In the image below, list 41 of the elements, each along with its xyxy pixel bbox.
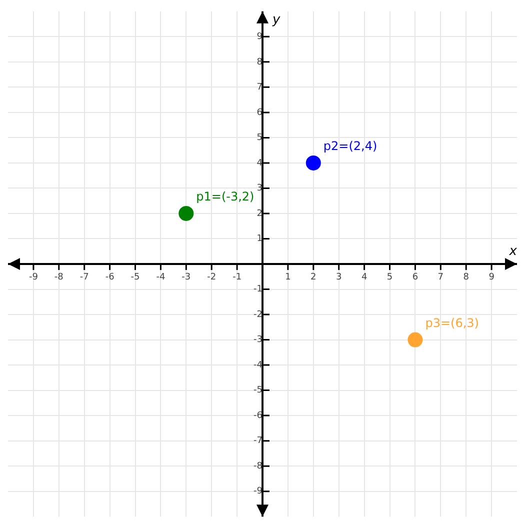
y-tick-label: 7: [256, 82, 262, 93]
series-label: p3=(6,3): [425, 316, 479, 330]
x-tick-label: 7: [438, 272, 444, 283]
x-tick-label: 4: [361, 272, 368, 283]
x-tick-label: -8: [54, 272, 64, 283]
y-tick-label: -7: [254, 436, 262, 446]
x-tick-label: 1: [285, 272, 291, 283]
y-tick-label: 2: [256, 208, 262, 219]
x-tick-label: 9: [488, 272, 495, 283]
series-label: p1=(-3,2): [196, 190, 254, 204]
x-tick-label: 3: [336, 272, 342, 283]
x-tick-label: -2: [207, 272, 216, 283]
x-tick-label: 8: [463, 272, 470, 283]
x-tick-label: -3: [182, 272, 191, 283]
series-label: p2=(2,4): [323, 139, 378, 154]
y-tick-label: 3: [256, 184, 262, 194]
y-tick-label: 4: [256, 158, 263, 168]
y-axis-title: y: [272, 12, 280, 28]
y-tick-label: -8: [254, 461, 263, 472]
y-tick-label: -2: [254, 310, 262, 320]
x-tick-label: -5: [130, 272, 140, 283]
y-tick-label: -6: [254, 410, 263, 421]
x-axis-title: x: [508, 244, 518, 259]
x-tick-label: -9: [28, 272, 38, 283]
y-tick-label: 8: [256, 57, 263, 68]
x-tick-label: -6: [105, 272, 115, 283]
point: [408, 332, 423, 348]
x-tick-label: 5: [386, 272, 393, 283]
x-tick-label: -4: [156, 272, 166, 283]
y-tick-label: 1: [256, 234, 262, 244]
y-tick-label: -5: [254, 386, 262, 396]
point: [306, 155, 321, 170]
point: [178, 206, 194, 221]
y-tick-label: -1: [254, 284, 262, 295]
x-tick-label: -1: [232, 272, 242, 283]
x-tick-label: 2: [310, 272, 316, 283]
y-tick-label: 5: [256, 133, 262, 144]
y-tick-label: -4: [254, 360, 263, 370]
x-tick-label: -7: [80, 272, 89, 283]
x-tick-label: 6: [412, 272, 418, 283]
y-tick-label: -3: [254, 335, 262, 346]
